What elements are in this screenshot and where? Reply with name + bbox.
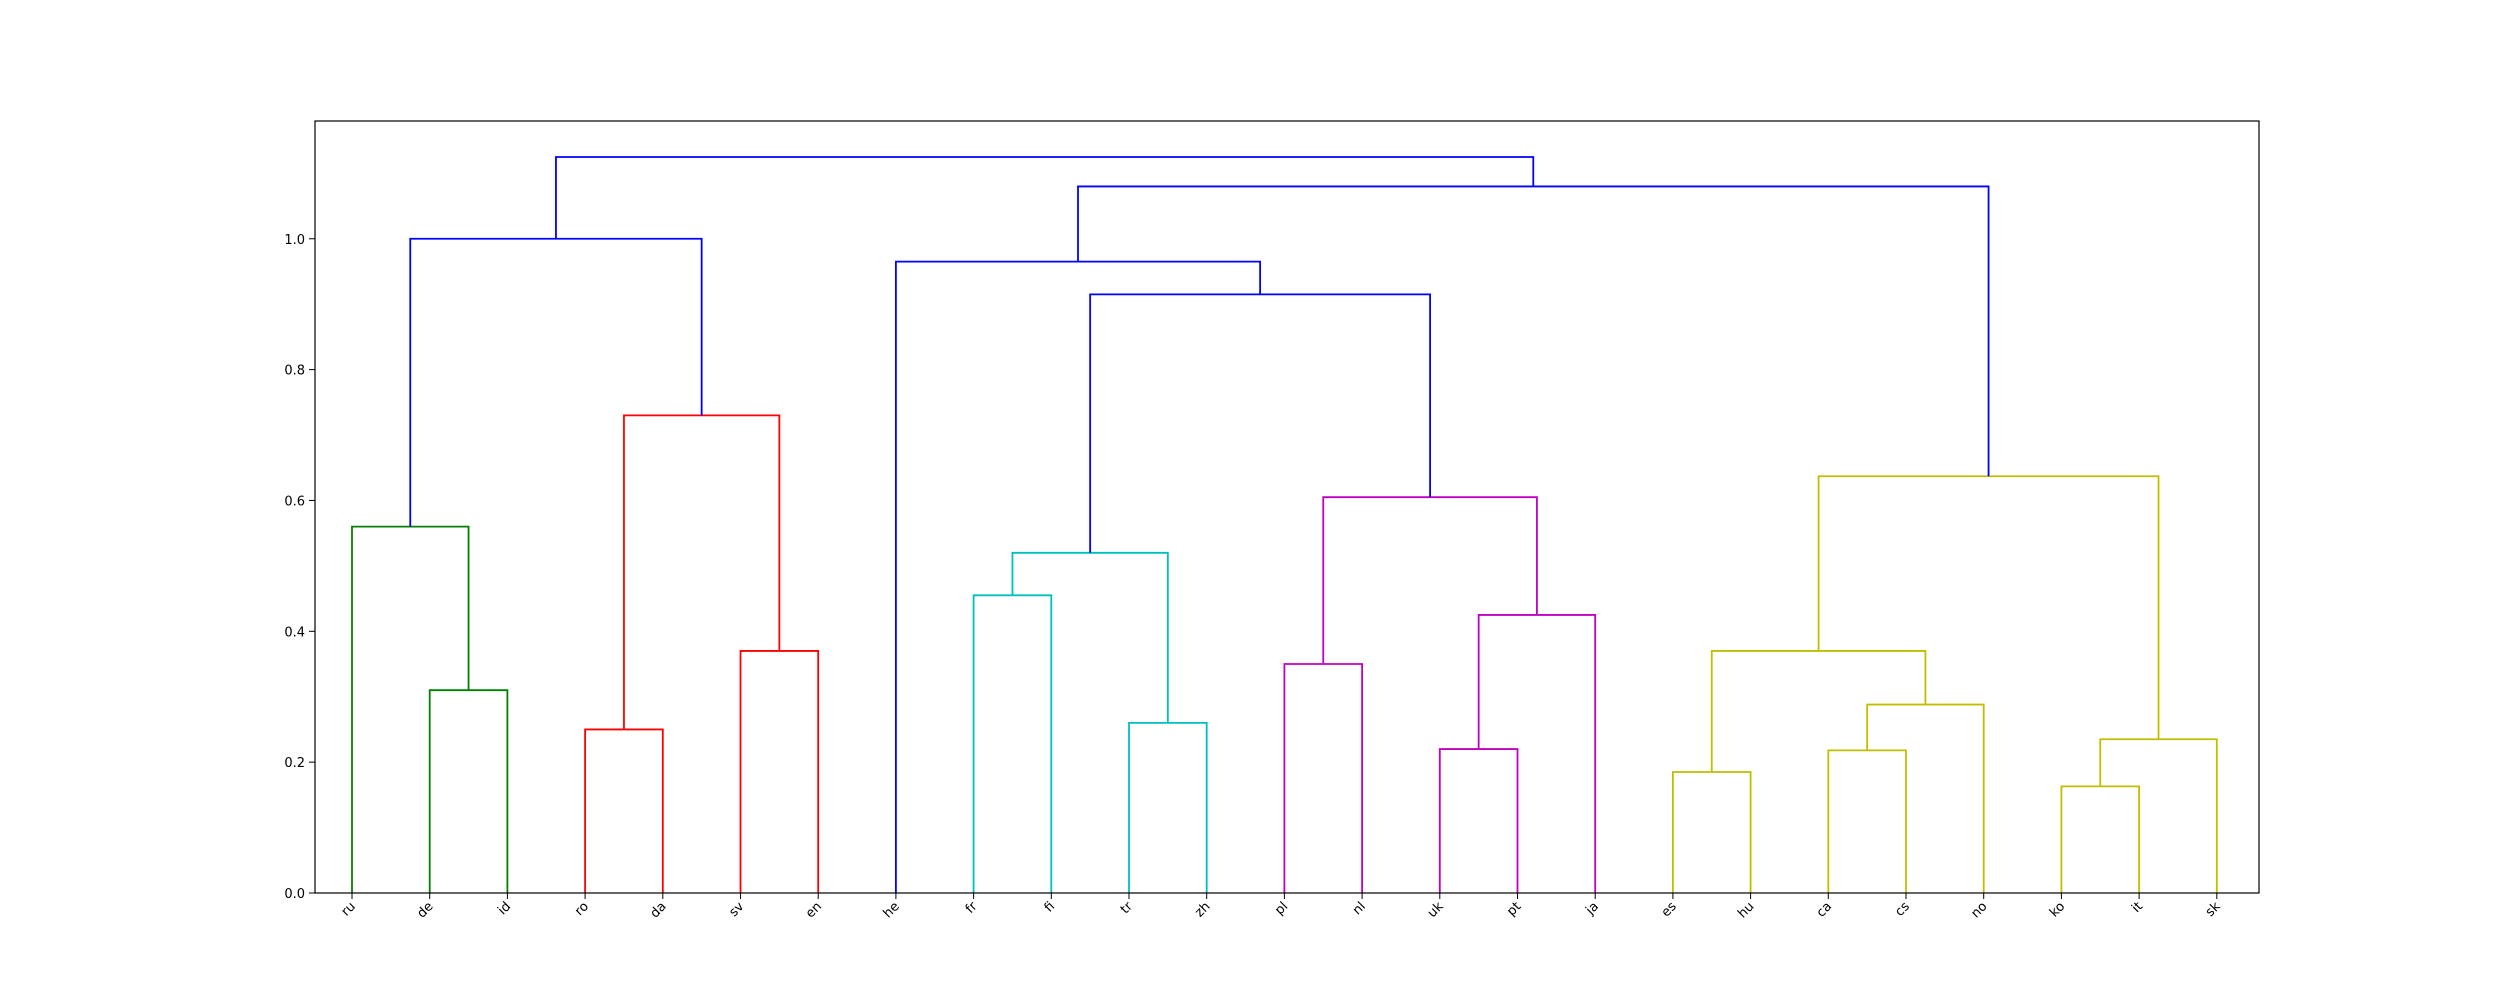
- leaf-label-sv: sv: [726, 899, 747, 920]
- leaf-label-no: no: [1968, 899, 1990, 921]
- dendrogram-link: [1077, 185, 1990, 477]
- dendrogram-link: [1011, 551, 1169, 723]
- leaf-label-ru: ru: [339, 899, 359, 919]
- leaf-label-id: id: [495, 899, 514, 918]
- y-tick-label: 0.0: [284, 887, 305, 902]
- y-tick-label: 0.6: [284, 494, 305, 509]
- leaf-label-ko: ko: [2047, 899, 2068, 920]
- dendrogram-link: [1438, 748, 1519, 893]
- leaf-label-tr: tr: [1118, 899, 1136, 917]
- dendrogram-link: [1283, 663, 1363, 893]
- dendrogram-link: [1089, 293, 1431, 553]
- plot-background: [315, 121, 2259, 893]
- y-tick-label: 1.0: [284, 233, 305, 248]
- leaf-label-zh: zh: [1192, 899, 1213, 920]
- leaf-label-ro: ro: [572, 899, 592, 919]
- leaf-label-hu: hu: [1735, 899, 1757, 921]
- x-axis-ticks: ru de id ro da sv en he fr fi tr zh pl nl uk pt ja es hu ca…: [339, 893, 2224, 921]
- y-axis-ticks: 0.0 0.2 0.4 0.6 0.8 1.0: [284, 233, 315, 902]
- y-tick-label: 0.4: [284, 625, 305, 640]
- dendrogram-link: [409, 237, 703, 527]
- leaf-label-pl: pl: [1272, 899, 1291, 918]
- dendrogram-link: [1817, 475, 2160, 740]
- leaf-label-it: it: [2129, 899, 2146, 916]
- leaf-label-nl: nl: [1350, 899, 1369, 918]
- leaf-label-fr: fr: [963, 899, 981, 917]
- leaf-label-es: es: [1659, 899, 1680, 920]
- leaf-label-en: en: [803, 899, 825, 921]
- y-tick-label: 0.2: [284, 756, 305, 771]
- y-tick-label: 0.8: [284, 364, 305, 379]
- leaf-label-sk: sk: [2203, 899, 2224, 920]
- leaf-label-ca: ca: [1814, 899, 1835, 920]
- leaf-label-ja: ja: [1583, 899, 1603, 919]
- leaf-label-de: de: [414, 899, 436, 921]
- dendrogram-link: [584, 728, 664, 893]
- leaf-label-fi: fi: [1042, 899, 1058, 915]
- dendrogram-links: [351, 156, 2218, 893]
- leaf-label-uk: uk: [1425, 899, 1447, 921]
- leaf-label-pt: pt: [1504, 899, 1524, 919]
- leaf-label-da: da: [648, 899, 670, 921]
- dendrogram-link: [555, 156, 1535, 239]
- leaf-label-he: he: [881, 899, 903, 921]
- leaf-label-cs: cs: [1892, 899, 1913, 920]
- dendrogram-link: [623, 414, 781, 730]
- dendrogram-link: [1866, 703, 1985, 893]
- plot-frame: [314, 120, 2260, 894]
